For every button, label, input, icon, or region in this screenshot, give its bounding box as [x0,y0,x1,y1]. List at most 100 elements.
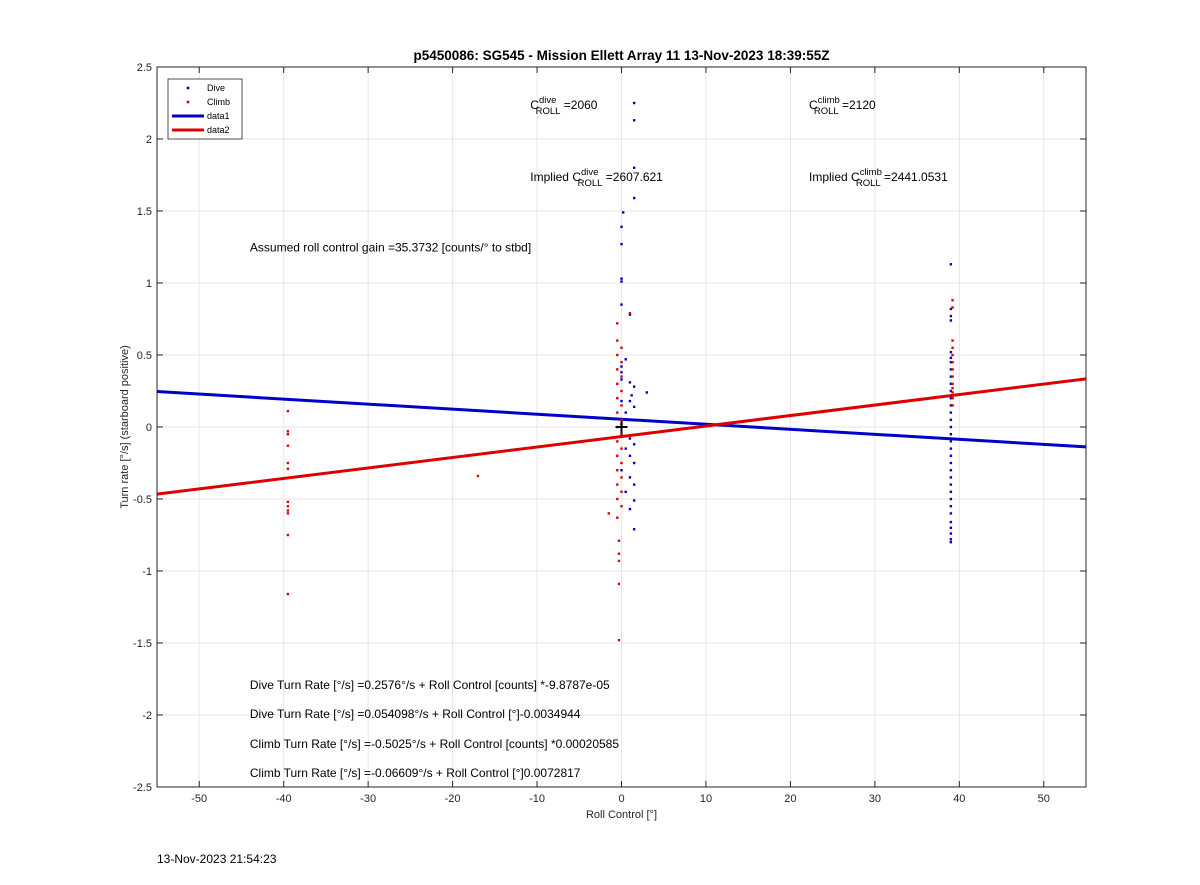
data-point-climb [951,375,954,378]
data-point-climb [951,353,954,357]
data-point-climb [628,312,632,315]
data-point-climb [951,382,954,385]
data-point-dive [632,119,636,122]
data-point-climb [616,469,619,472]
data-point-dive [949,490,953,493]
data-point-climb [620,346,623,349]
data-point-dive [624,358,627,361]
annotation-eq4: Climb Turn Rate [°/s] =-0.06609°/s + Rol… [250,766,581,780]
y-axis-label: Turn rate [°/s] (starboard positive) [119,345,131,509]
data-point-climb [617,638,621,642]
data-point-climb [616,322,619,325]
x-tick-label: 20 [784,793,796,805]
data-point-dive [949,541,953,544]
data-point-dive [949,350,953,354]
data-point-climb [286,444,290,447]
data-point-dive [645,391,649,394]
data-point-dive [620,277,623,280]
series-layer [156,101,1087,642]
data-point-dive [620,469,623,472]
data-point-climb [620,404,623,407]
x-tick-label: -50 [191,793,207,805]
chart-title: p5450086: SG545 - Mission Ellett Array 1… [414,48,830,63]
data-point-climb [476,474,480,478]
data-point-dive [620,242,623,246]
data-point-dive [628,507,632,511]
data-point-climb [951,339,954,342]
y-tick-label: 0 [146,422,152,434]
data-point-dive [620,225,623,229]
annotation-eq2: Dive Turn Rate [°/s] =0.054098°/s + Roll… [250,707,581,721]
data-point-climb [617,582,621,586]
data-point-dive [949,375,953,378]
data-point-climb [286,533,290,537]
data-point-dive [949,314,953,318]
data-point-climb [616,353,619,357]
data-point-climb [616,382,619,385]
data-point-climb [616,397,619,400]
data-point-climb [617,539,621,542]
data-point-dive [620,378,623,381]
data-point-dive [949,368,953,371]
data-point-climb [616,368,619,371]
annotation-eq1: Dive Turn Rate [°/s] =0.2576°/s + Roll C… [250,678,610,692]
data-point-dive [632,443,636,446]
data-point-dive [949,447,953,450]
annotations: Cdive ROLL =2060 Cclimb ROLL =2120 Implied C… [250,95,948,780]
y-tick-label: 0.5 [137,350,152,362]
tick-marks: -50 -40 -30 -20 -10 0 10 20 30 40 50-2.5-2-1.5-1-0… [133,62,1086,805]
data-point-climb [951,299,954,302]
data-point-dive [620,280,623,283]
data-point-dive [949,307,953,311]
data-point-dive [949,319,953,322]
data-point-dive [949,389,953,393]
annotation-gain: Assumed roll control gain =35.3732 [coun… [250,240,531,254]
data-point-dive [628,476,632,479]
data-point-climb [286,461,290,465]
annotation-c_dive: Cdive ROLL =2060 [530,95,598,117]
data-point-dive [949,356,953,360]
data-point-dive [632,499,636,502]
data-point-dive [949,469,953,472]
data-point-dive [620,399,623,403]
y-tick-label: -0.5 [133,494,152,506]
data-point-dive [624,411,627,414]
data-point-climb [620,418,623,421]
data-point-climb [616,339,619,342]
y-tick-label: -1.5 [133,638,152,650]
y-tick-label: -1 [142,566,152,578]
y-tick-label: 2 [146,134,152,146]
y-tick-label: -2 [142,710,152,722]
data-point-climb [286,430,290,433]
data-point-dive [632,385,636,388]
data-point-dive [630,394,633,397]
data-point-climb [951,346,954,349]
x-tick-label: -20 [445,793,461,805]
data-point-climb [286,467,290,470]
data-point-dive [628,437,632,440]
annotation-eq3: Climb Turn Rate [°/s] =-0.5025°/s + Roll… [250,737,619,751]
data-point-climb [620,461,623,465]
x-tick-label: 30 [869,793,881,805]
data-point-climb [951,404,954,407]
data-point-dive [949,483,953,486]
data-point-dive [632,483,636,486]
data-point-dive [620,371,623,374]
data-point-climb [951,368,954,371]
data-point-dive [632,196,636,200]
data-point-dive [632,461,636,465]
data-point-dive [632,166,636,169]
annotation-implied_dive: Implied Cdive ROLL =2607.621 [530,167,663,189]
data-point-dive [949,433,953,436]
data-point-dive [949,418,953,421]
data-point-climb [607,512,611,515]
data-point-dive [620,303,623,306]
data-point-climb [616,516,619,519]
data-point-dive [632,405,636,409]
data-point-climb [616,411,619,414]
data-point-dive [624,447,627,450]
x-tick-label: -40 [276,793,292,805]
y-tick-label: 2.5 [137,62,152,74]
x-tick-label: -10 [529,793,545,805]
